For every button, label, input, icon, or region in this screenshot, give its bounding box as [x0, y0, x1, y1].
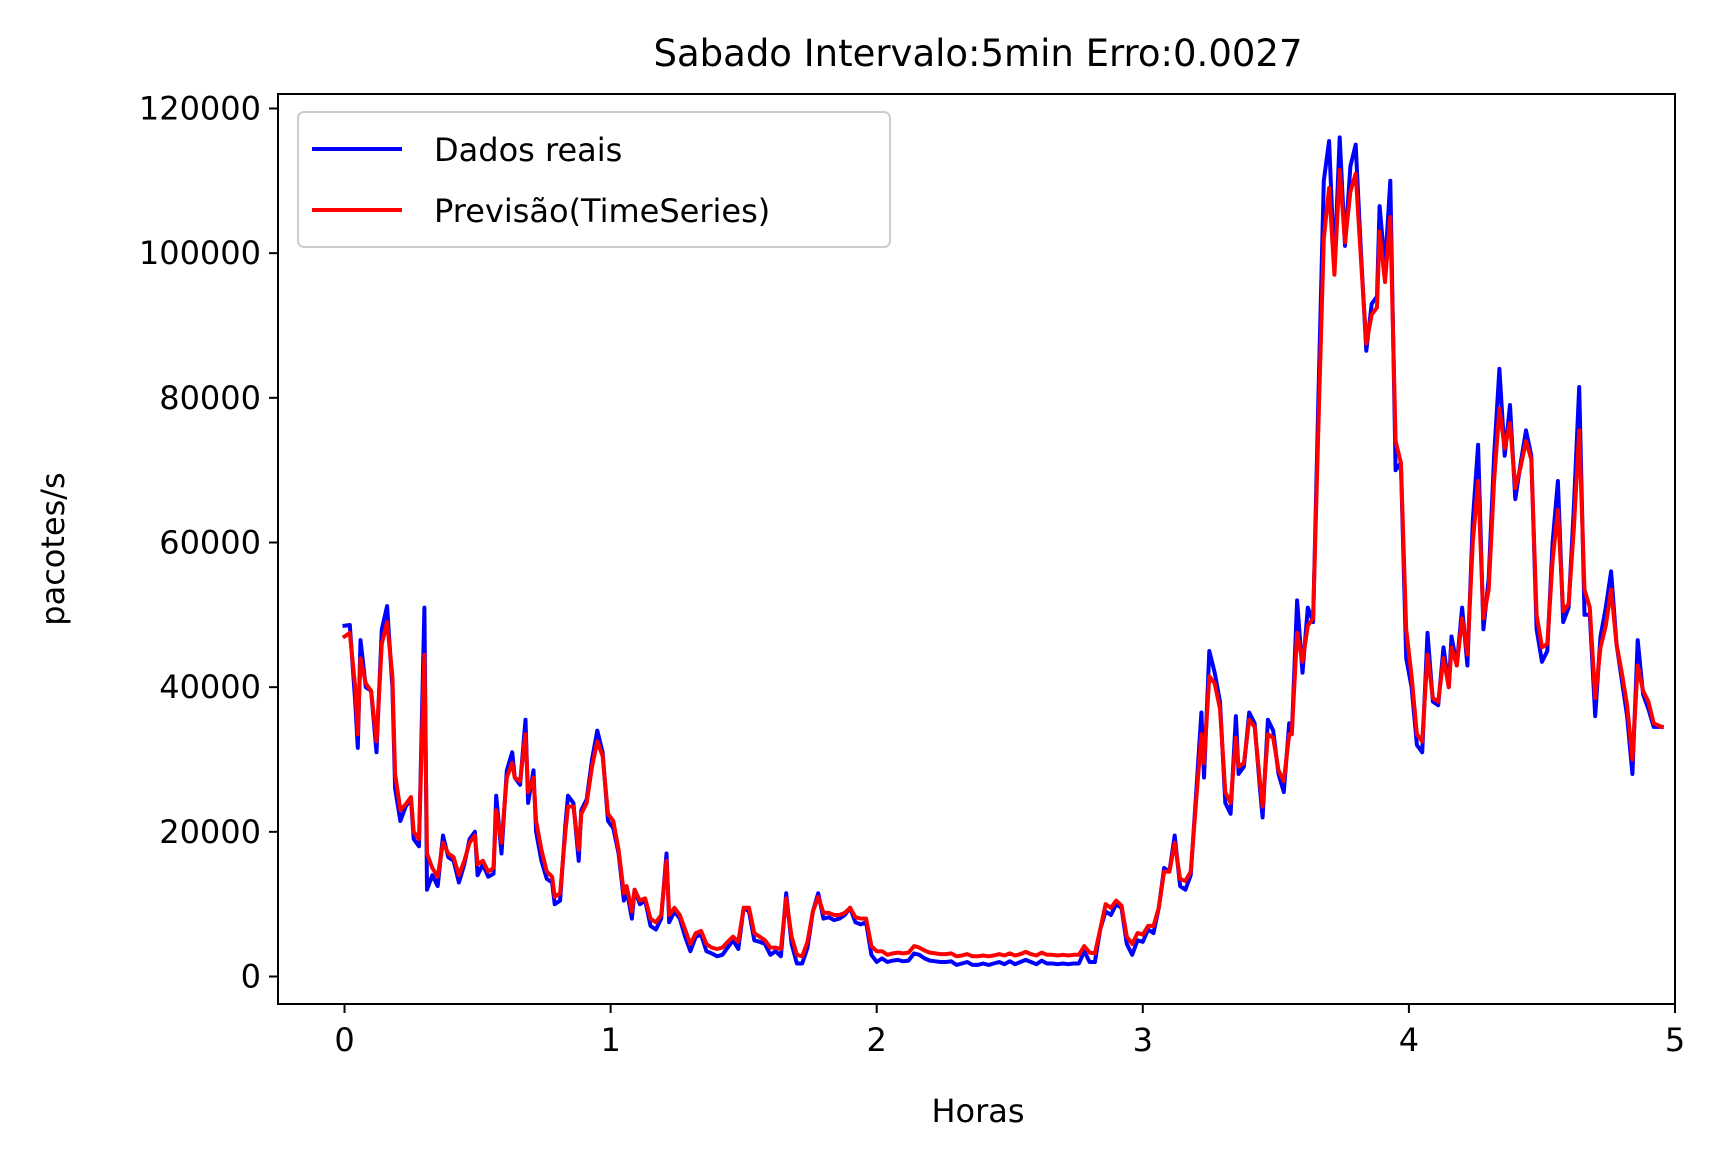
- x-axis-ticks: 0 1 2 3 4 5: [334, 1004, 1685, 1059]
- x-tick-label: 1: [600, 1021, 620, 1059]
- x-axis-label: Horas: [931, 1092, 1024, 1130]
- series-line-0: [342, 135, 1664, 967]
- y-tick-label: 0: [241, 958, 261, 996]
- y-tick-label: 80000: [159, 379, 261, 417]
- legend-label-previsao: Previsão(TimeSeries): [434, 192, 770, 230]
- y-tick-label: 20000: [159, 813, 261, 851]
- series-line-1: [341, 168, 1665, 959]
- plot-area: [341, 135, 1665, 967]
- y-tick-label: 100000: [139, 234, 261, 272]
- legend-box: [297, 111, 891, 248]
- x-tick-label: 0: [334, 1021, 354, 1059]
- x-tick-label: 5: [1665, 1021, 1685, 1059]
- y-tick-label: 60000: [159, 523, 261, 561]
- legend: Dados reais Previsão(TimeSeries): [297, 111, 891, 248]
- chart-title: Sabado Intervalo:5min Erro:0.0027: [654, 32, 1303, 75]
- x-tick-label: 2: [867, 1021, 887, 1059]
- x-tick-label: 4: [1399, 1021, 1419, 1059]
- legend-label-dados-reais: Dados reais: [434, 131, 622, 169]
- y-tick-label: 40000: [159, 668, 261, 706]
- y-axis-label: pacotes/s: [34, 472, 72, 625]
- y-tick-label: 120000: [139, 89, 261, 127]
- y-axis-ticks: 0 20000 40000 60000 80000 100000 120000: [139, 89, 278, 996]
- axes-frame: [277, 93, 1676, 1005]
- x-tick-label: 3: [1133, 1021, 1153, 1059]
